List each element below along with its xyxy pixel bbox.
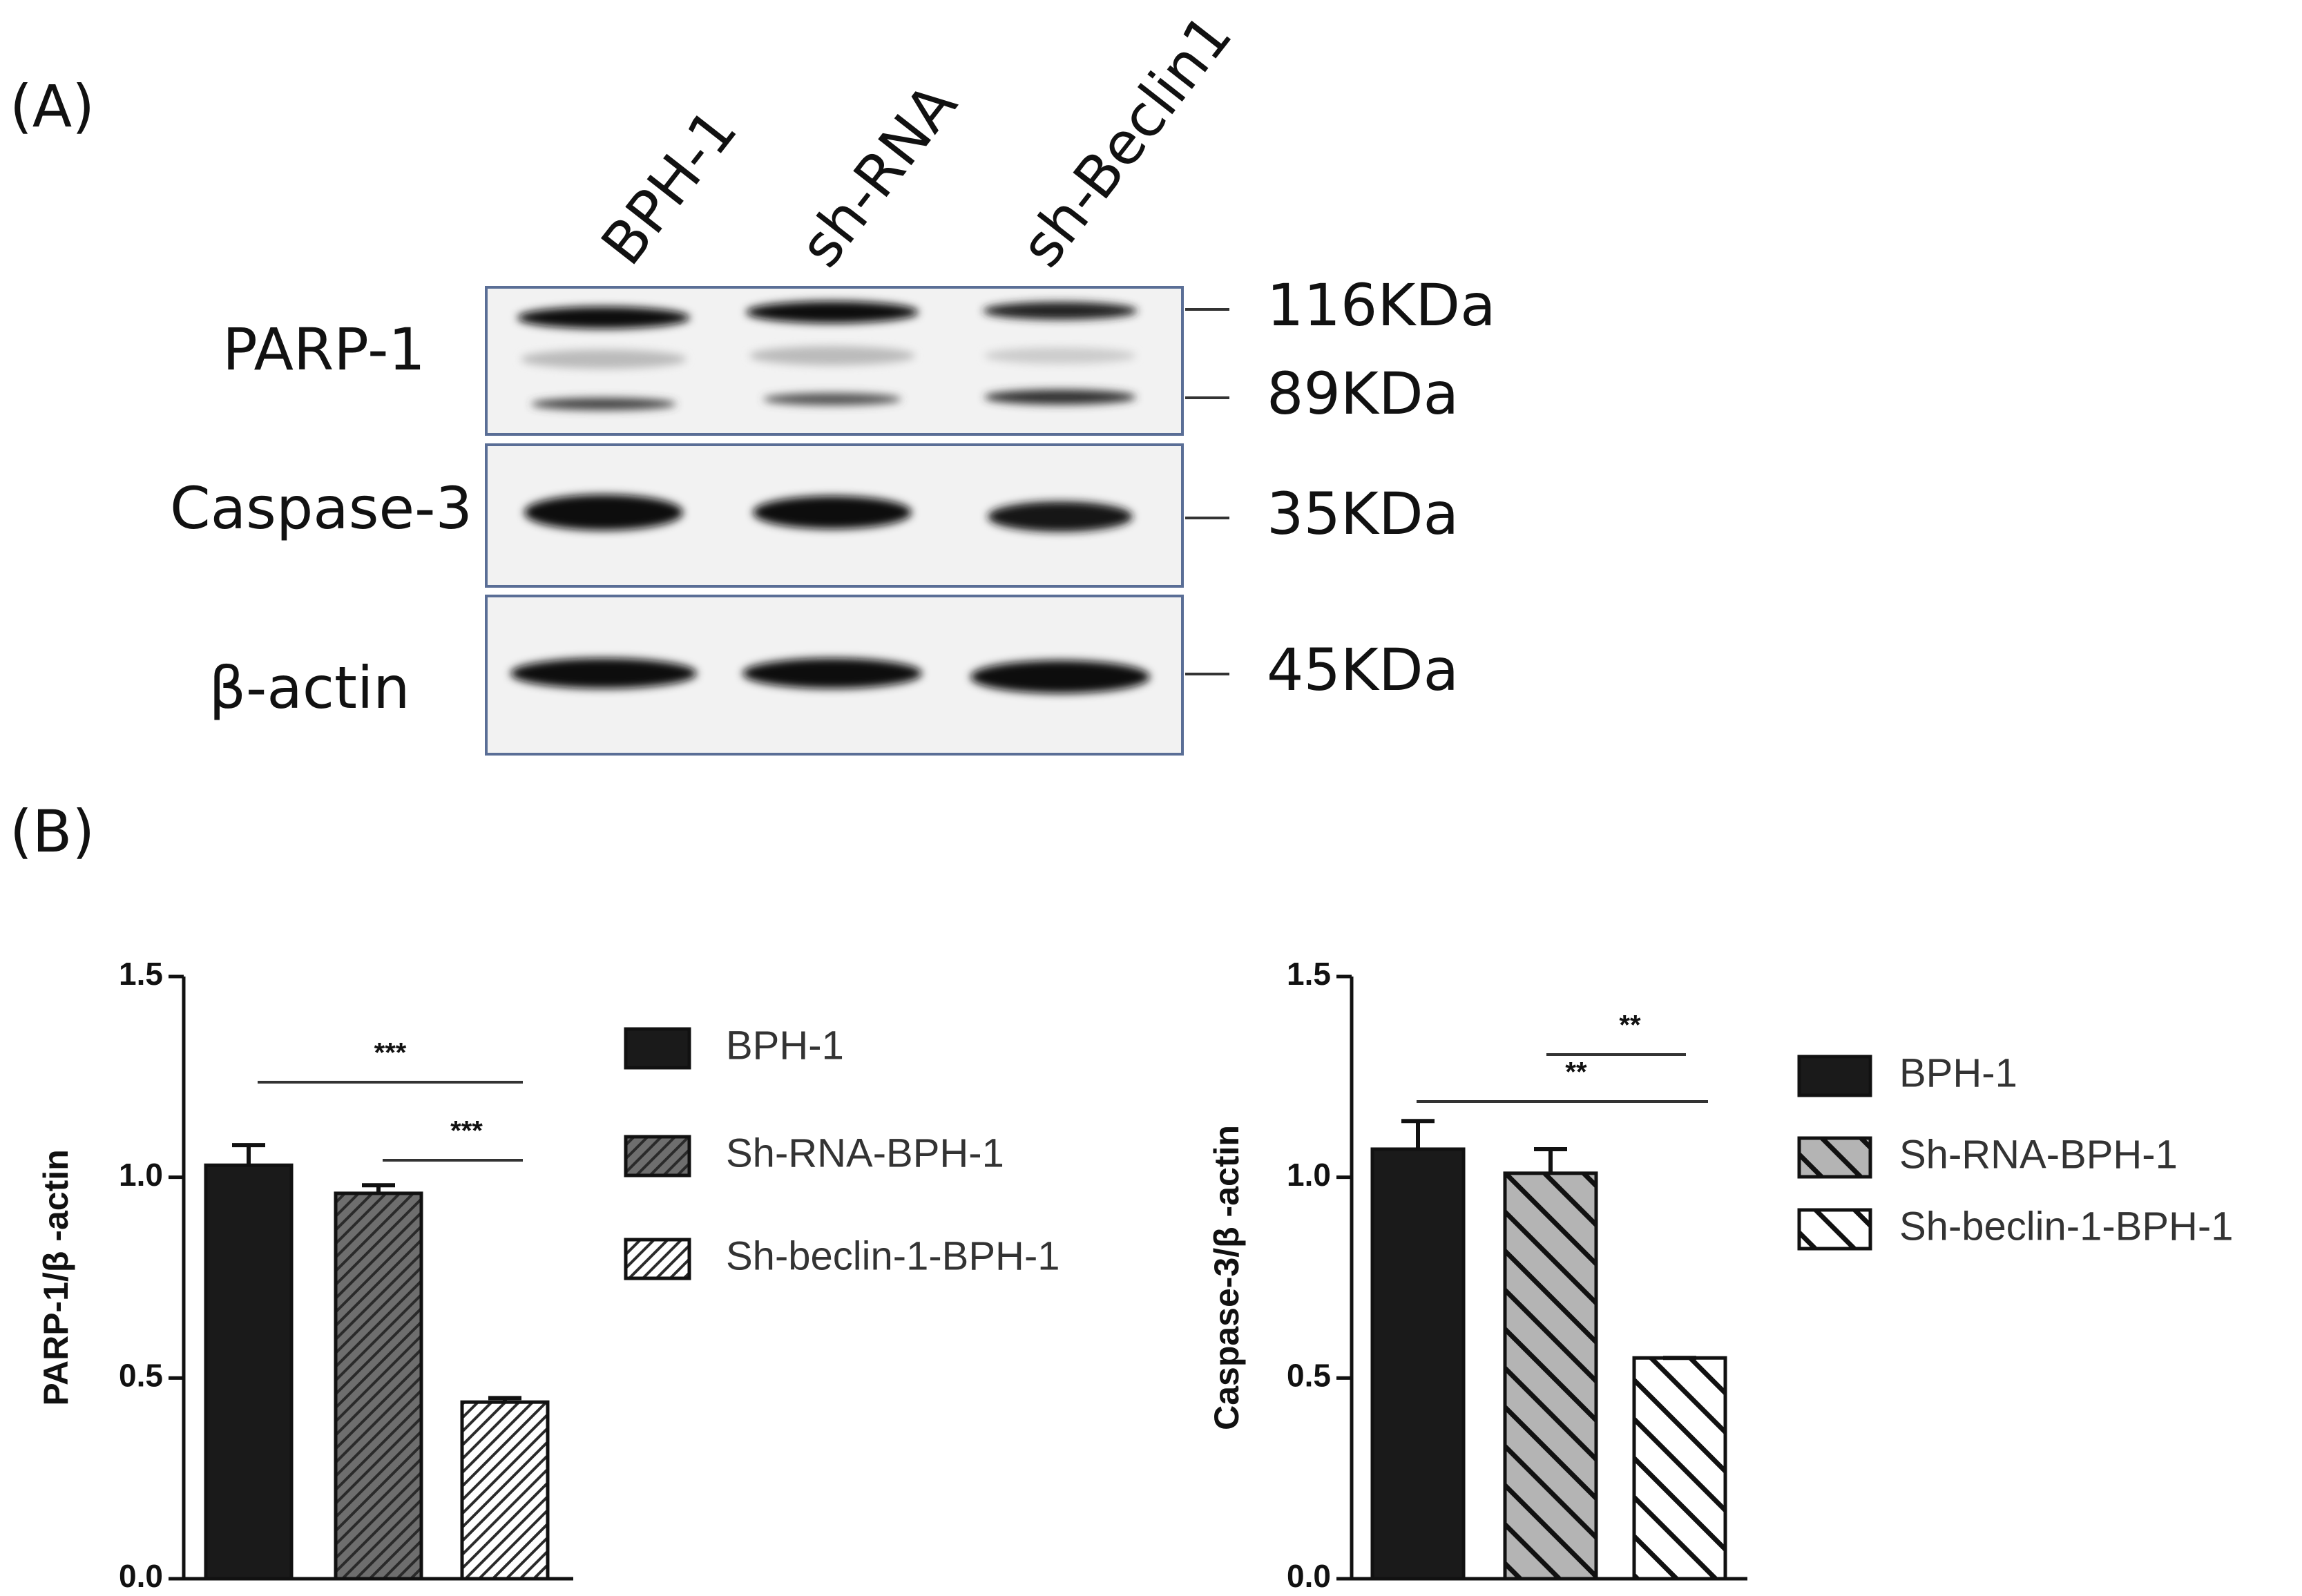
bar xyxy=(1503,1171,1598,1581)
blot-panel xyxy=(485,286,1229,756)
marker-label: 35KDa xyxy=(1267,480,1459,548)
legend-label: Sh-beclin-1-BPH-1 xyxy=(726,1233,1060,1278)
significance-label: *** xyxy=(374,1038,407,1068)
y-axis-label: PARP-1/β -actin xyxy=(37,1149,75,1405)
marker-label: 45KDa xyxy=(1267,636,1459,704)
y-tick-label: 1.0 xyxy=(119,1157,163,1193)
legend-swatch xyxy=(1797,1055,1872,1097)
row-label: Caspase-3 xyxy=(170,474,472,542)
error-bar xyxy=(1534,1146,1567,1173)
y-tick-label: 1.5 xyxy=(119,956,163,992)
lane-label: sh-RNA xyxy=(787,71,970,279)
row-label: PARP-1 xyxy=(222,316,425,383)
legend-label: Sh-RNA-BPH-1 xyxy=(1899,1132,2178,1177)
lane-label: BPH-1 xyxy=(588,97,750,277)
legend-swatch xyxy=(1797,1208,1872,1251)
bar xyxy=(460,1400,550,1581)
significance-label: ** xyxy=(1565,1057,1587,1088)
y-tick-label: 1.5 xyxy=(1287,956,1331,992)
legend-swatch xyxy=(624,1027,691,1070)
legend-swatch xyxy=(1797,1136,1872,1179)
significance-label: ** xyxy=(1619,1010,1641,1041)
y-tick-label: 0.5 xyxy=(1287,1357,1331,1393)
legend-label: BPH-1 xyxy=(726,1023,844,1068)
bar xyxy=(204,1163,294,1581)
y-tick-label: 0.5 xyxy=(119,1357,163,1393)
significance-label: *** xyxy=(450,1116,483,1146)
error-bar xyxy=(362,1183,395,1193)
legend-swatch xyxy=(624,1238,691,1280)
bar xyxy=(1370,1147,1466,1581)
bar xyxy=(334,1191,423,1581)
row-label: β-actin xyxy=(209,654,410,722)
lane-label: sh-Beclin1 xyxy=(1008,2,1245,280)
y-axis-label: Caspase-3/β -actin xyxy=(1207,1125,1246,1430)
error-bar xyxy=(1401,1119,1435,1149)
legend-label: Sh-RNA-BPH-1 xyxy=(726,1131,1004,1175)
y-tick-label: 1.0 xyxy=(1287,1157,1331,1193)
legend-label: Sh-beclin-1-BPH-1 xyxy=(1899,1204,2234,1249)
error-bar xyxy=(232,1143,265,1166)
bar xyxy=(1632,1356,1727,1581)
panel-label: (B) xyxy=(10,798,95,865)
y-tick-label: 0.0 xyxy=(119,1558,163,1594)
marker-label: 89KDa xyxy=(1267,360,1459,427)
panel-label: (A) xyxy=(10,73,95,140)
error-bar xyxy=(488,1396,521,1403)
marker-label: 116KDa xyxy=(1267,271,1496,339)
legend-swatch xyxy=(624,1135,691,1177)
y-tick-label: 0.0 xyxy=(1287,1558,1331,1594)
legend-label: BPH-1 xyxy=(1899,1050,2017,1095)
